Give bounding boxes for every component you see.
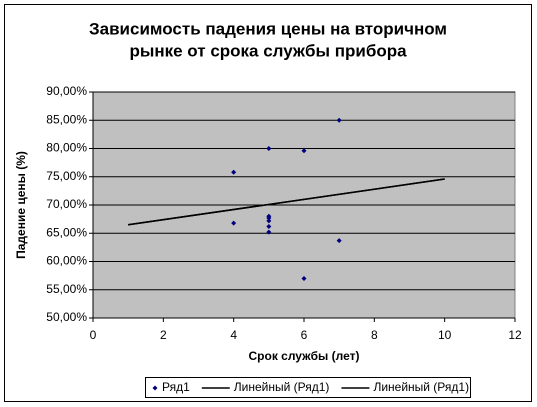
point xyxy=(266,146,272,151)
y-tick-label: 60,00% xyxy=(46,254,87,268)
point xyxy=(266,215,272,221)
legend-label: Линейный (Ряд1) xyxy=(234,380,330,394)
legend-label: Ряд1 xyxy=(162,380,190,394)
y-tick-label: 50,00% xyxy=(46,310,87,324)
x-tick-label: 8 xyxy=(371,328,378,342)
x-tick-label: 2 xyxy=(160,328,167,342)
y-tick-label: 85,00% xyxy=(46,112,87,126)
point xyxy=(231,220,237,226)
x-tick-label: 10 xyxy=(438,328,452,342)
point xyxy=(336,117,342,123)
x-axis-title: Срок службы (лет) xyxy=(249,349,360,363)
legend xyxy=(145,377,471,398)
legend-label: Линейный (Ряд1) xyxy=(373,380,469,394)
point xyxy=(301,275,307,281)
point xyxy=(231,169,237,175)
y-tick-label: 55,00% xyxy=(46,282,87,296)
legend-marker xyxy=(152,385,158,391)
point xyxy=(336,238,342,244)
x-tick-label: 4 xyxy=(230,328,237,342)
chart-title: Зависимость падения цены на вторичном xyxy=(89,19,447,38)
point xyxy=(266,223,272,229)
y-tick-label: 65,00% xyxy=(46,225,87,239)
y-tick-label: 75,00% xyxy=(46,169,87,183)
x-tick-label: 6 xyxy=(301,328,308,342)
point xyxy=(301,148,307,154)
point xyxy=(266,218,272,224)
point xyxy=(266,229,272,235)
x-tick-label: 0 xyxy=(90,328,97,342)
y-axis-title: Падение цены (%) xyxy=(14,151,28,259)
y-tick-label: 70,00% xyxy=(46,197,87,211)
y-tick-label: 80,00% xyxy=(46,141,87,155)
chart-title: рынке от срока службы прибора xyxy=(129,41,407,60)
x-tick-label: 12 xyxy=(508,328,522,342)
y-tick-label: 90,00% xyxy=(46,84,87,98)
trend-line xyxy=(128,178,445,226)
